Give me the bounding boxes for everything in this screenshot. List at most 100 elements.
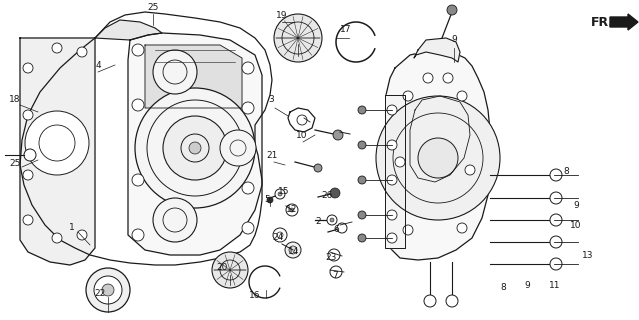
Text: 16: 16 bbox=[249, 291, 261, 300]
Text: 12: 12 bbox=[286, 205, 298, 214]
Text: FR.: FR. bbox=[591, 15, 614, 28]
Circle shape bbox=[39, 125, 75, 161]
Circle shape bbox=[328, 249, 340, 261]
Circle shape bbox=[135, 88, 255, 208]
Circle shape bbox=[242, 62, 254, 74]
Polygon shape bbox=[20, 38, 95, 265]
Circle shape bbox=[77, 230, 87, 240]
Text: 4: 4 bbox=[95, 60, 101, 69]
Text: 13: 13 bbox=[582, 251, 594, 260]
Polygon shape bbox=[95, 20, 162, 40]
Circle shape bbox=[330, 188, 340, 198]
Circle shape bbox=[358, 106, 366, 114]
Circle shape bbox=[242, 222, 254, 234]
Circle shape bbox=[457, 223, 467, 233]
Circle shape bbox=[387, 105, 397, 115]
Circle shape bbox=[220, 130, 256, 166]
Circle shape bbox=[52, 43, 62, 53]
Circle shape bbox=[330, 266, 342, 278]
Circle shape bbox=[376, 96, 500, 220]
Circle shape bbox=[77, 47, 87, 57]
Text: 25: 25 bbox=[10, 158, 20, 167]
Text: 10: 10 bbox=[570, 220, 581, 229]
Text: 25: 25 bbox=[148, 4, 158, 12]
Circle shape bbox=[24, 149, 36, 161]
Circle shape bbox=[358, 141, 366, 149]
Text: 17: 17 bbox=[340, 26, 351, 35]
Circle shape bbox=[457, 91, 467, 101]
Text: 14: 14 bbox=[288, 247, 300, 257]
Text: 26: 26 bbox=[321, 190, 333, 199]
Circle shape bbox=[387, 140, 397, 150]
Text: 19: 19 bbox=[276, 11, 288, 20]
Circle shape bbox=[297, 115, 307, 125]
Text: 22: 22 bbox=[95, 289, 105, 298]
Circle shape bbox=[153, 198, 197, 242]
Polygon shape bbox=[386, 50, 490, 260]
Text: 10: 10 bbox=[296, 131, 308, 140]
Text: 3: 3 bbox=[268, 95, 274, 105]
Circle shape bbox=[424, 295, 436, 307]
Polygon shape bbox=[145, 45, 242, 108]
Circle shape bbox=[358, 211, 366, 219]
Circle shape bbox=[550, 214, 562, 226]
Circle shape bbox=[403, 91, 413, 101]
Text: 9: 9 bbox=[524, 281, 530, 290]
Text: 15: 15 bbox=[278, 188, 289, 196]
Circle shape bbox=[314, 164, 322, 172]
Polygon shape bbox=[414, 38, 460, 62]
Circle shape bbox=[465, 165, 475, 175]
Polygon shape bbox=[128, 33, 262, 255]
Circle shape bbox=[395, 157, 405, 167]
Circle shape bbox=[358, 234, 366, 242]
Text: 2: 2 bbox=[315, 218, 321, 227]
Circle shape bbox=[446, 295, 458, 307]
Polygon shape bbox=[385, 95, 405, 248]
Circle shape bbox=[550, 169, 562, 181]
Circle shape bbox=[337, 223, 347, 233]
Circle shape bbox=[23, 170, 33, 180]
Text: 18: 18 bbox=[9, 95, 20, 105]
Circle shape bbox=[423, 73, 433, 83]
Circle shape bbox=[387, 175, 397, 185]
Circle shape bbox=[290, 208, 294, 212]
Text: 5: 5 bbox=[264, 196, 270, 204]
Circle shape bbox=[387, 233, 397, 243]
Circle shape bbox=[86, 268, 130, 312]
Text: 9: 9 bbox=[573, 201, 579, 210]
Circle shape bbox=[333, 130, 343, 140]
Circle shape bbox=[94, 276, 122, 304]
Text: 8: 8 bbox=[500, 284, 506, 292]
Circle shape bbox=[285, 242, 301, 258]
Circle shape bbox=[330, 218, 334, 222]
Circle shape bbox=[403, 225, 413, 235]
Circle shape bbox=[550, 258, 562, 270]
Circle shape bbox=[23, 63, 33, 73]
Circle shape bbox=[23, 110, 33, 120]
Circle shape bbox=[418, 138, 458, 178]
Circle shape bbox=[132, 99, 144, 111]
Circle shape bbox=[25, 111, 89, 175]
Circle shape bbox=[273, 228, 287, 242]
Text: 8: 8 bbox=[563, 167, 569, 177]
Text: 24: 24 bbox=[272, 234, 284, 243]
Text: 1: 1 bbox=[69, 223, 75, 233]
Circle shape bbox=[189, 142, 201, 154]
Polygon shape bbox=[410, 96, 470, 182]
Circle shape bbox=[275, 189, 285, 199]
Circle shape bbox=[242, 182, 254, 194]
Text: 23: 23 bbox=[325, 253, 337, 262]
Text: 7: 7 bbox=[332, 270, 338, 279]
Circle shape bbox=[274, 14, 322, 62]
Circle shape bbox=[443, 73, 453, 83]
FancyArrow shape bbox=[610, 14, 638, 30]
Text: 9: 9 bbox=[451, 36, 457, 44]
Circle shape bbox=[447, 5, 457, 15]
Circle shape bbox=[132, 174, 144, 186]
Circle shape bbox=[327, 215, 337, 225]
Circle shape bbox=[550, 236, 562, 248]
Text: 11: 11 bbox=[550, 281, 561, 290]
Circle shape bbox=[212, 252, 248, 288]
Circle shape bbox=[550, 192, 562, 204]
Circle shape bbox=[132, 44, 144, 56]
